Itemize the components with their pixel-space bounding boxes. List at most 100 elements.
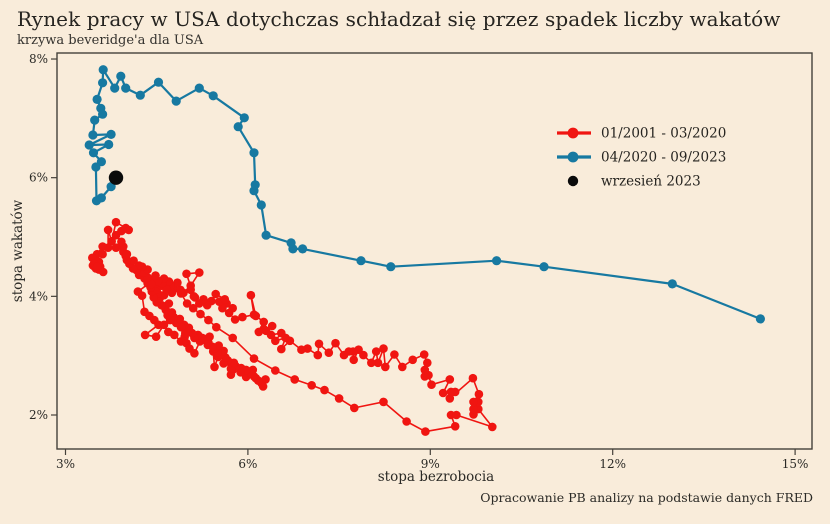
data-point-series-1 (135, 90, 145, 100)
data-point-series-0 (121, 223, 130, 233)
data-point-series-0 (111, 243, 121, 252)
highlight-point (108, 170, 124, 185)
data-point-series-0 (92, 262, 102, 272)
data-point-series-0 (452, 410, 461, 420)
data-point-series-0 (469, 397, 478, 407)
data-point-series-1 (250, 180, 260, 190)
data-point-series-0 (212, 322, 221, 332)
data-point-series-0 (320, 385, 329, 395)
y-axis-label: stopa wakatów (10, 199, 26, 302)
data-point-series-1 (667, 279, 677, 289)
data-point-series-1 (88, 148, 99, 158)
x-tick-label: 3% (56, 457, 75, 471)
data-point-series-0 (220, 295, 230, 304)
data-point-series-1 (208, 91, 218, 101)
data-point-series-0 (246, 290, 256, 300)
data-point-series-0 (339, 350, 349, 360)
data-point-series-0 (390, 350, 399, 359)
page-title: Rynek pracy w USA dotychczas schładzał s… (17, 7, 781, 31)
data-point-series-0 (111, 217, 121, 227)
data-point-series-0 (254, 327, 264, 337)
data-point-series-0 (249, 310, 259, 320)
data-point-series-0 (402, 417, 411, 426)
data-point-series-0 (379, 397, 388, 407)
data-point-series-0 (218, 303, 227, 313)
data-point-series-1 (106, 129, 116, 139)
data-point-series-0 (468, 373, 478, 383)
data-point-series-1 (239, 113, 249, 123)
data-point-series-1 (249, 148, 259, 158)
y-tick-label: 4% (29, 289, 48, 303)
y-tick-label: 2% (29, 408, 48, 422)
data-point-series-0 (211, 289, 220, 299)
data-point-series-1 (88, 130, 98, 140)
data-point-series-0 (140, 330, 150, 340)
data-point-series-0 (186, 281, 195, 291)
data-point-series-0 (350, 403, 359, 413)
data-point-series-0 (151, 332, 161, 342)
data-point-series-0 (238, 312, 247, 322)
data-point-series-0 (331, 338, 340, 348)
data-point-series-1 (261, 230, 271, 240)
data-point-series-0 (151, 271, 160, 280)
data-point-series-0 (267, 321, 277, 331)
data-point-series-0 (314, 339, 324, 349)
data-point-series-1 (104, 139, 114, 150)
data-point-series-0 (204, 315, 213, 325)
data-point-series-0 (228, 333, 237, 343)
data-point-series-0 (176, 285, 185, 295)
data-point-series-0 (190, 349, 199, 358)
data-point-series-0 (107, 236, 116, 246)
data-point-series-0 (420, 372, 430, 381)
data-point-series-0 (164, 299, 174, 308)
data-point-series-1 (539, 262, 549, 272)
data-point-series-0 (188, 303, 198, 313)
data-point-series-0 (170, 330, 179, 340)
data-point-series-1 (121, 83, 131, 93)
data-point-series-0 (137, 291, 147, 301)
data-point-series-0 (313, 350, 323, 360)
data-point-series-0 (205, 332, 214, 342)
plot-frame (56, 52, 813, 450)
data-point-series-1 (153, 77, 164, 87)
legend-label-blue: 04/2020 - 09/2023 (601, 150, 726, 166)
x-tick-label: 6% (238, 457, 257, 471)
legend-item-blue: 04/2020 - 09/2023 (557, 150, 726, 166)
data-point-series-0 (445, 375, 455, 384)
data-point-series-0 (446, 387, 456, 397)
data-point-series-1 (298, 244, 308, 254)
data-point-series-1 (386, 262, 396, 272)
legend-label-red: 01/2001 - 03/2020 (601, 126, 726, 142)
data-point-series-0 (381, 362, 390, 372)
y-axis-ticks: 2% 4% 6% 8% (29, 52, 57, 422)
data-point-series-0 (103, 225, 113, 235)
data-point-series-0 (450, 422, 460, 431)
data-point-series-0 (261, 375, 270, 384)
data-point-series-0 (210, 362, 219, 372)
data-point-series-0 (182, 299, 192, 308)
data-point-series-0 (195, 299, 204, 308)
data-point-series-1 (171, 96, 181, 106)
data-point-series-0 (469, 404, 478, 414)
data-point-series-0 (196, 309, 205, 319)
data-point-series-0 (249, 354, 259, 363)
data-point-series-0 (474, 389, 484, 399)
data-point-series-0 (146, 279, 156, 289)
data-point-series-0 (195, 268, 204, 277)
data-point-series-1 (256, 200, 266, 210)
data-point-series-0 (98, 249, 107, 259)
data-point-series-0 (445, 394, 455, 403)
data-point-series-0 (297, 345, 306, 355)
data-point-series-0 (420, 365, 430, 375)
data-point-series-1 (90, 115, 100, 125)
data-point-series-0 (159, 320, 169, 330)
data-series-layer (84, 65, 766, 436)
x-axis-label: stopa bezrobocia (378, 469, 494, 485)
data-point-series-1 (194, 83, 204, 93)
data-point-series-0 (277, 328, 286, 338)
data-point-series-0 (398, 362, 407, 372)
data-point-series-0 (129, 256, 138, 266)
legend-item-black: wrzesień 2023 (567, 174, 701, 190)
data-point-series-0 (408, 355, 418, 365)
